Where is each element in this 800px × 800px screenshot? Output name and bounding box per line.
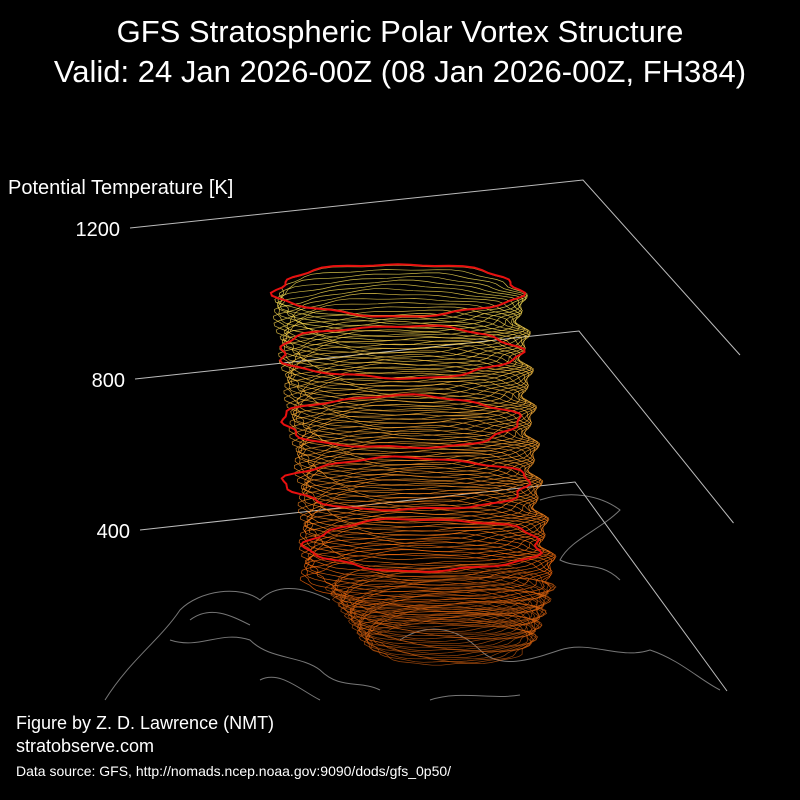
credit: stratobserve.com: [16, 736, 154, 756]
vortex-contour: [337, 576, 552, 623]
data-source: Data source: GFS, http://nomads.ncep.noa…: [16, 763, 451, 779]
vortex-contour: [279, 306, 531, 358]
chart-title: GFS Stratospheric Polar Vortex Structure: [117, 14, 684, 49]
vortex-contour: [289, 410, 535, 462]
vortex-contour: [349, 591, 544, 638]
coastline: [104, 587, 331, 701]
vortex-contour: [273, 298, 526, 350]
vortex-contour: [306, 495, 550, 549]
vortex-contour: [332, 565, 554, 612]
vortex-contour: [348, 598, 539, 645]
vortex-contour: [279, 272, 528, 325]
vortex-contour: [302, 507, 546, 560]
vortex-contour: [300, 455, 544, 507]
vortex-contour: [297, 451, 542, 503]
vortex-contour: [303, 466, 539, 519]
vortex-contour: [284, 372, 532, 424]
vortex-contour: [298, 484, 543, 536]
vortex-contour: [276, 283, 523, 337]
vortex-contour: [301, 470, 539, 523]
vortex-contour: [351, 600, 543, 646]
vortex-contour: [347, 595, 539, 642]
vortex-contour: [295, 418, 540, 470]
vortex-contour: [356, 607, 535, 654]
vortex-contour: [303, 462, 542, 515]
coastline: [189, 611, 521, 701]
credit: Figure by Z. D. Lawrence (NMT): [16, 713, 274, 733]
vortex-contour: [284, 343, 534, 395]
vortex-contour: [275, 302, 529, 354]
vortex-contour: [357, 603, 540, 650]
vortex-contour: [274, 269, 528, 321]
vortex-contour: [291, 414, 539, 465]
vortex: [269, 263, 557, 666]
z-tick-label: 1200: [76, 219, 121, 241]
vortex-contour: [278, 330, 524, 383]
vortex-level: [280, 393, 523, 450]
vortex-contour: [358, 605, 536, 651]
grid-line: [139, 481, 728, 692]
vortex-contour: [273, 293, 521, 346]
vortex-level: [278, 324, 526, 380]
vortex-contour: [330, 572, 546, 619]
z-axis-label: Potential Temperature [K]: [8, 177, 233, 199]
vortex-contour: [366, 617, 533, 664]
vortex-contour: [284, 362, 529, 416]
vortex-contour: [356, 602, 543, 649]
vortex-contour: [294, 384, 538, 437]
vortex-contour: [299, 421, 541, 474]
vortex-contour: [358, 612, 537, 658]
vortex-contour: [289, 346, 534, 400]
vortex-contour: [350, 593, 541, 640]
vortex-contour: [365, 619, 532, 666]
vortex-contour: [297, 432, 536, 486]
vortex-contour: [286, 376, 535, 428]
vortex-contour: [338, 583, 542, 631]
vortex-contour: [298, 516, 545, 569]
vortex-contour: [340, 577, 551, 624]
coastline: [169, 636, 381, 691]
vortex-contour: [333, 567, 549, 614]
vortex-contour: [299, 554, 552, 607]
vortex-level: [299, 517, 543, 573]
vortex-contour: [288, 405, 530, 458]
vortex-contour: [340, 586, 545, 633]
vortex-contour: [281, 321, 526, 374]
vortex-contour: [284, 309, 531, 362]
vortex-contour: [304, 503, 546, 556]
vortex-contour: [286, 358, 530, 411]
vortex-contour: [293, 442, 534, 495]
vortex-contour: [277, 279, 524, 332]
z-tick-label: 800: [92, 370, 125, 392]
vortex-contour: [274, 288, 523, 341]
vortex-level: [280, 455, 532, 512]
z-tick-label: 400: [97, 521, 130, 543]
grid-line: [129, 179, 741, 356]
vortex-contour: [300, 488, 547, 540]
vortex-contour: [297, 479, 538, 532]
vortex-contour: [356, 610, 534, 657]
chart-subtitle: Valid: 24 Jan 2026-00Z (08 Jan 2026-00Z,…: [54, 54, 746, 89]
coastline: [539, 494, 621, 581]
vortex-contour: [330, 569, 548, 616]
vortex-contour: [363, 614, 539, 661]
vortex-contour: [340, 581, 545, 628]
vortex-level: [269, 263, 527, 318]
